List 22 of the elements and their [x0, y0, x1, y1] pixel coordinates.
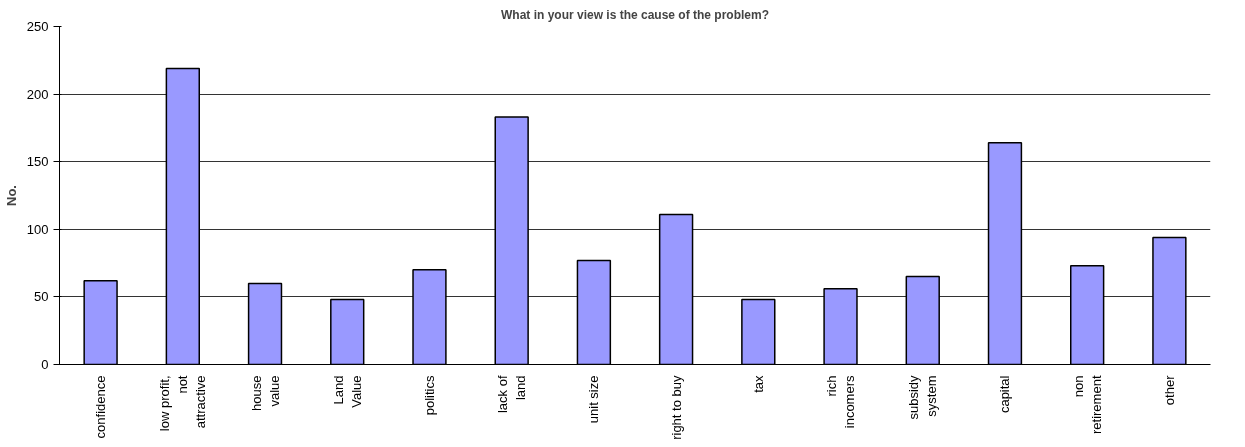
x-tick-label: politics: [421, 375, 437, 416]
y-axis-title: No.: [3, 185, 19, 206]
x-tick-label: unit size: [586, 375, 602, 424]
x-tick-label: capital: [997, 375, 1013, 414]
y-tick-label: 150: [26, 154, 49, 170]
x-tick-label: non retirement: [1070, 375, 1104, 435]
x-tick-label: lack of land: [495, 375, 529, 414]
x-tick-label: house value: [248, 375, 282, 411]
y-tick-label: 100: [26, 221, 49, 237]
x-tick-label: subsidy system: [906, 375, 940, 420]
x-tick-label: low profit, not attractive: [157, 375, 209, 432]
x-tick-label: right to buy: [668, 375, 684, 440]
x-tick-label: other: [1161, 374, 1177, 406]
y-tick-label: 50: [34, 289, 49, 305]
x-tick-label: tax: [750, 375, 766, 393]
x-tick-label: rich incomers: [824, 375, 858, 429]
chart-title: What in your view is the cause of the problem?: [500, 7, 770, 22]
y-tick-label: 250: [26, 19, 49, 34]
y-tick-label: 200: [26, 86, 49, 102]
x-tick-label: Land Value: [330, 375, 364, 408]
x-tick-label: confidence: [93, 375, 109, 439]
y-tick-label: 0: [41, 357, 49, 372]
